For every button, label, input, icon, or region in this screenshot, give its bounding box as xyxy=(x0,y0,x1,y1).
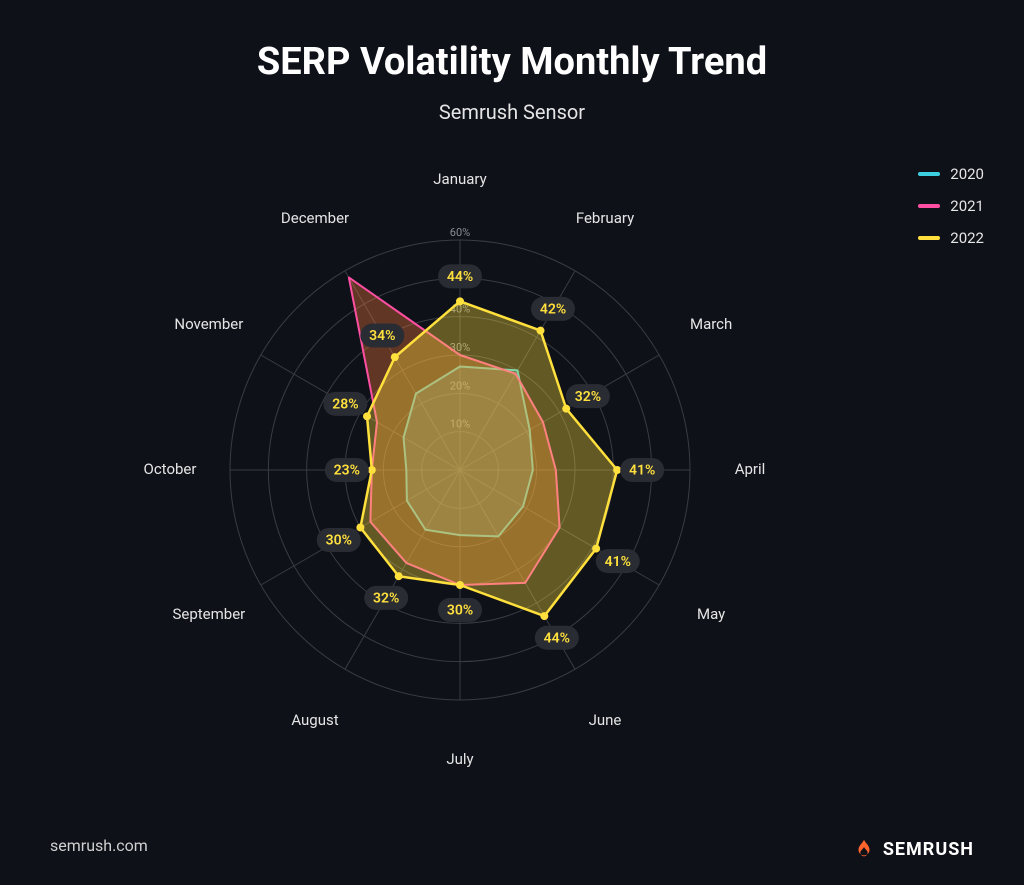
legend-swatch xyxy=(918,236,940,240)
chart-title: SERP Volatility Monthly Trend xyxy=(0,40,1024,84)
svg-text:November: November xyxy=(174,315,243,333)
svg-text:30%: 30% xyxy=(326,533,352,549)
svg-text:23%: 23% xyxy=(334,463,360,479)
svg-text:44%: 44% xyxy=(447,269,473,285)
legend-label: 2021 xyxy=(950,197,984,215)
svg-text:28%: 28% xyxy=(332,397,358,413)
svg-text:October: October xyxy=(144,460,197,478)
svg-text:41%: 41% xyxy=(605,554,631,570)
legend-label: 2022 xyxy=(950,229,984,247)
svg-text:42%: 42% xyxy=(540,302,566,318)
footer-url: semrush.com xyxy=(50,836,148,855)
legend-item: 2020 xyxy=(918,165,984,183)
svg-text:April: April xyxy=(735,460,766,478)
svg-text:34%: 34% xyxy=(369,328,395,344)
svg-text:41%: 41% xyxy=(629,463,655,479)
radar-svg: 10%20%30%40%50%60%JanuaryFebruaryMarchAp… xyxy=(0,140,1024,790)
svg-text:December: December xyxy=(281,209,349,227)
svg-text:March: March xyxy=(690,315,732,333)
footer-logo: SEMRUSH xyxy=(853,838,974,860)
legend-item: 2022 xyxy=(918,229,984,247)
svg-text:32%: 32% xyxy=(373,591,399,607)
legend-label: 2020 xyxy=(950,165,984,183)
chart-subtitle: Semrush Sensor xyxy=(0,100,1024,124)
legend-item: 2021 xyxy=(918,197,984,215)
svg-text:July: July xyxy=(446,750,473,768)
svg-text:September: September xyxy=(172,605,245,623)
svg-text:June: June xyxy=(589,711,622,729)
svg-text:60%: 60% xyxy=(450,226,470,239)
svg-text:August: August xyxy=(291,711,338,729)
legend-swatch xyxy=(918,172,940,176)
svg-text:January: January xyxy=(433,170,486,188)
svg-text:32%: 32% xyxy=(575,389,601,405)
svg-text:30%: 30% xyxy=(447,603,473,619)
legend-swatch xyxy=(918,204,940,208)
flame-icon xyxy=(853,838,875,860)
svg-text:44%: 44% xyxy=(544,630,570,646)
svg-text:February: February xyxy=(576,209,634,227)
chart-container: SERP Volatility Monthly Trend Semrush Se… xyxy=(0,0,1024,885)
legend: 2020 2021 2022 xyxy=(918,165,984,247)
footer-brand-text: SEMRUSH xyxy=(883,839,974,860)
radar-chart: 10%20%30%40%50%60%JanuaryFebruaryMarchAp… xyxy=(0,140,1024,790)
svg-text:May: May xyxy=(697,605,725,623)
